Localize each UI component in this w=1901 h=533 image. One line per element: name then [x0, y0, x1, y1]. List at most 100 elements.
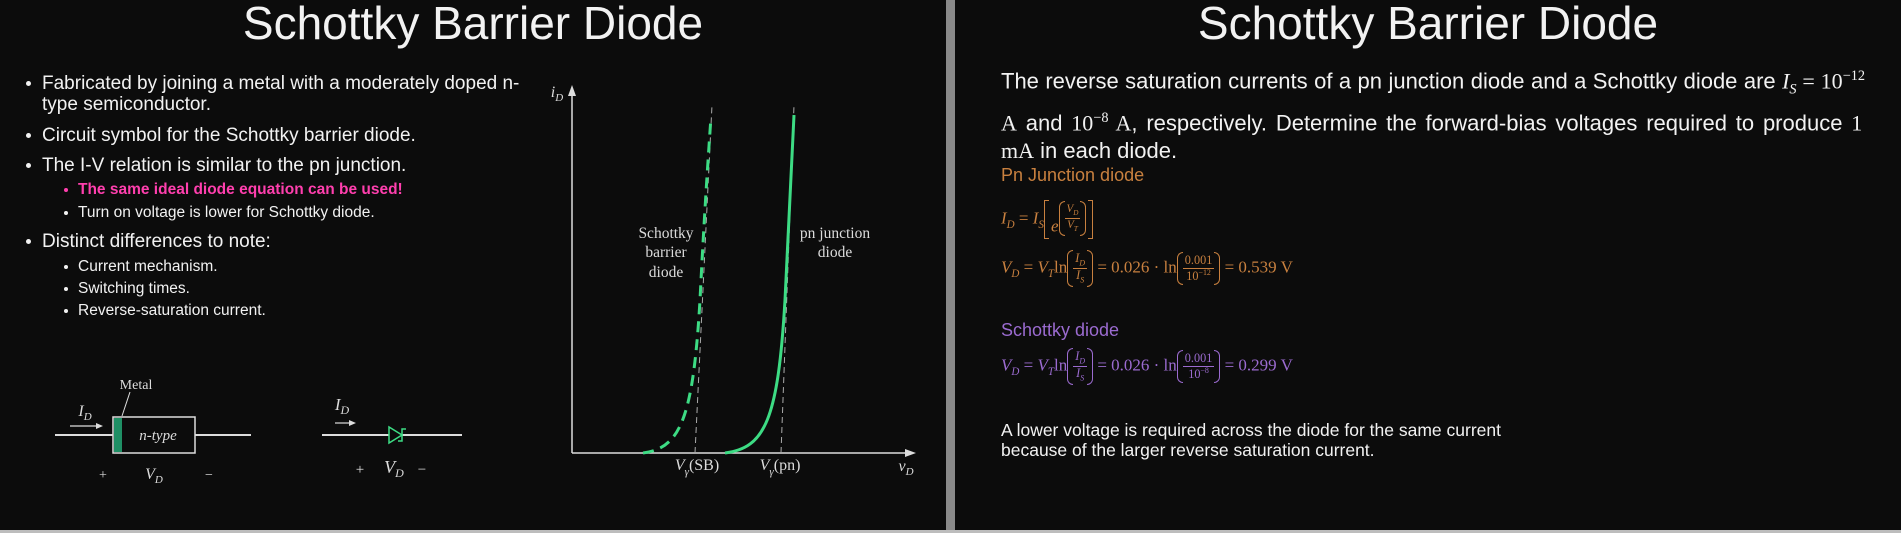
right-slide: Schottky Barrier Diode The reverse satur…	[955, 0, 1901, 530]
math: S	[1789, 81, 1797, 98]
math: D	[1011, 365, 1020, 378]
vgamma-sb-label: Vγ(SB)	[675, 457, 719, 478]
paren: 0.001 10−8	[1176, 350, 1221, 384]
plus-label: +	[99, 468, 107, 483]
math: V	[1037, 355, 1048, 375]
sub-bullet: The same ideal diode equation can be use…	[64, 181, 403, 198]
fraction: ID IS	[1073, 251, 1088, 285]
pn-equation: VD = VTln ID IS = 0.026 · ln 0.001 10−12 = 0…	[1001, 249, 1293, 288]
problem-text: The reverse saturation currents of a pn …	[1001, 62, 1865, 165]
math: S	[1080, 373, 1085, 383]
paren: ID IS	[1067, 347, 1093, 386]
diode-triangle	[388, 425, 404, 445]
schottky-bar	[398, 428, 406, 442]
bullet: The I-V relation is similar to the pn ju…	[26, 155, 542, 176]
fraction: ID IS	[1073, 349, 1088, 383]
arrow-head	[349, 420, 356, 426]
math: = 0.026 · ln	[1097, 257, 1177, 277]
conclusion-line: A lower voltage is required across the d…	[1001, 420, 1501, 440]
left-slide: Schottky Barrier Diode Fabricated by joi…	[0, 0, 946, 530]
pn-curve	[724, 114, 796, 455]
axis-arrow	[905, 449, 916, 457]
bracket: e VD VT	[1043, 199, 1094, 240]
bullet: Fabricated by joining a metal with a mod…	[26, 73, 542, 115]
fraction: 0.001 10−8	[1182, 351, 1215, 381]
vgamma-pn-label: Vγ(pn)	[760, 457, 801, 478]
curve-label: diode	[818, 244, 853, 261]
math: = 10	[1796, 68, 1843, 94]
x-axis-label: vD	[898, 458, 913, 478]
math: e	[1050, 216, 1059, 236]
math: I	[1782, 68, 1790, 94]
voltage-label: VD	[145, 466, 163, 486]
math: D	[1006, 218, 1015, 231]
fraction: 0.001 10−12	[1182, 253, 1215, 283]
math: = 0.026 · ln	[1097, 355, 1177, 375]
conclusion-line: because of the larger reverse saturation…	[1001, 440, 1375, 460]
paren: VD VT	[1058, 200, 1087, 237]
math: A	[1108, 110, 1132, 136]
math: V	[1001, 257, 1012, 277]
tangent-line	[694, 104, 713, 454]
slide-title: Schottky Barrier Diode	[1197, 0, 1659, 49]
bullet: Distinct differences to note:	[26, 231, 542, 252]
text: in each diode.	[1034, 138, 1178, 164]
curve-label: barrier	[645, 244, 687, 261]
sub-bullet: Current mechanism.	[64, 258, 218, 275]
minus-label: −	[205, 468, 213, 483]
math: D	[1079, 356, 1086, 366]
math: V	[1067, 219, 1074, 232]
math: 0.001	[1182, 351, 1215, 367]
fraction: VD VT	[1064, 203, 1081, 234]
math: −8	[1093, 109, 1109, 126]
schottky-heading: Schottky diode	[1001, 320, 1120, 340]
math: 10	[1188, 366, 1201, 381]
math: I	[1001, 208, 1007, 228]
material-label: n-type	[139, 428, 177, 444]
text: , respectively. Determine the forward-bi…	[1131, 110, 1852, 136]
metal-label: Metal	[120, 378, 153, 393]
math: ln	[1054, 355, 1068, 375]
metal-layer	[114, 418, 122, 452]
math: T	[1047, 267, 1055, 280]
y-axis-label: iD	[551, 84, 563, 104]
axis-arrow	[568, 85, 576, 96]
math: −12	[1198, 267, 1211, 277]
schottky-curve	[642, 116, 713, 455]
math: T	[1047, 365, 1055, 378]
pointer	[121, 391, 131, 417]
math: S	[1080, 275, 1085, 285]
math: ln	[1054, 257, 1068, 277]
sub-bullet: Turn on voltage is lower for Schottky di…	[64, 204, 375, 221]
paren: ID IS	[1067, 249, 1093, 288]
math: I	[1076, 366, 1081, 381]
math: A	[1001, 110, 1017, 136]
plus-label: +	[356, 462, 364, 478]
math: 1 mA	[1001, 110, 1863, 164]
minus-label: −	[418, 462, 426, 478]
sub-bullet: Switching times.	[64, 280, 190, 297]
current-label: ID	[77, 403, 91, 423]
text: and	[1016, 110, 1072, 136]
math: D	[1011, 267, 1020, 280]
math: S	[1038, 218, 1044, 231]
math: I	[1076, 268, 1081, 283]
math: −8	[1200, 365, 1209, 375]
arrow-head	[96, 423, 103, 429]
curve-label: diode	[649, 264, 684, 281]
voltage-label: VD	[384, 457, 404, 480]
math: D	[1079, 258, 1086, 268]
math: =	[1018, 208, 1029, 228]
math: V	[1037, 257, 1048, 277]
math: 10	[1186, 268, 1199, 283]
sub-bullet: Reverse-saturation current.	[64, 302, 266, 319]
divider	[946, 0, 955, 530]
curve-label: pn junction	[800, 225, 870, 242]
curve-label: Schottky	[638, 225, 693, 242]
math: −12	[1842, 68, 1865, 84]
bullet: Circuit symbol for the Schottky barrier …	[26, 125, 542, 146]
math: 0.001	[1182, 253, 1215, 269]
pn-equation: ID = IS e VD VT	[1001, 199, 1094, 240]
text: The reverse saturation currents of a pn …	[1001, 68, 1783, 94]
math: =	[1023, 355, 1034, 375]
